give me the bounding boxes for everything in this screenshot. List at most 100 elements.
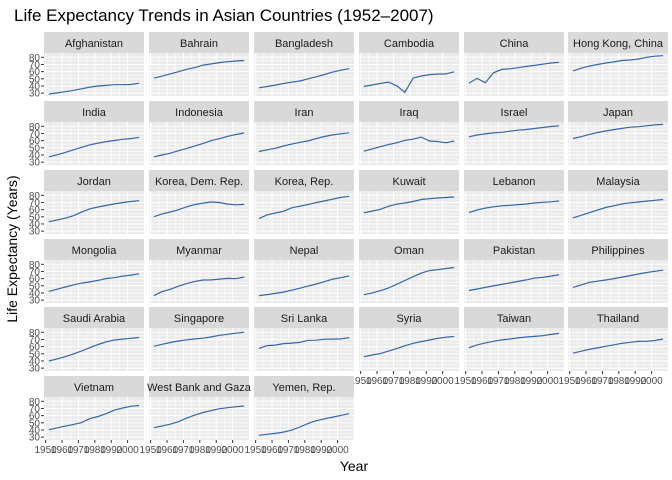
- y-tick-label: 40: [29, 81, 41, 92]
- facet-title: Israel: [501, 107, 528, 119]
- x-tick-label: 2000: [536, 376, 559, 387]
- series-line: [363, 71, 455, 94]
- y-tick-label: 60: [29, 136, 41, 147]
- facet-israel: Israel: [464, 101, 564, 165]
- series-line: [572, 198, 664, 219]
- facet-strip: [568, 32, 668, 53]
- facet-strip: [359, 170, 459, 191]
- facet-myanmar: Myanmar: [149, 239, 249, 303]
- facet-iraq: Iraq: [359, 101, 459, 165]
- y-tick-label: 50: [29, 143, 41, 154]
- x-tick-label: 1960: [156, 445, 179, 456]
- y-tick-label: 60: [29, 67, 41, 78]
- y-tick-label: 80: [29, 53, 41, 64]
- facet-title: Pakistan: [493, 245, 535, 257]
- facet-strip: [464, 170, 564, 191]
- y-tick-label: 60: [29, 205, 41, 216]
- series-line: [48, 200, 140, 223]
- y-tick-label: 70: [29, 60, 41, 71]
- facet-singapore: Singapore: [149, 307, 249, 371]
- y-tick-label: 70: [29, 198, 41, 209]
- facet-title: Syria: [396, 313, 422, 325]
- y-tick-label: 80: [29, 122, 41, 133]
- facet-strip: [568, 170, 668, 191]
- y-tick-label: 40: [29, 219, 41, 230]
- facet-title: Vietnam: [74, 382, 114, 394]
- x-axis-title: Year: [340, 458, 369, 474]
- x-tick-label: 1990: [100, 445, 123, 456]
- x-tick-label: 1980: [84, 445, 107, 456]
- series-line: [258, 195, 350, 220]
- series-line: [258, 337, 350, 349]
- facet-strip: [464, 307, 564, 328]
- x-tick-label: 1990: [415, 376, 438, 387]
- facet-title: West Bank and Gaza: [147, 382, 252, 394]
- series-line: [572, 269, 664, 288]
- x-tick-label: 2000: [326, 445, 349, 456]
- series-line: [153, 132, 245, 158]
- series-line: [258, 132, 350, 153]
- facet-strip: [359, 101, 459, 122]
- x-tick-label: 1980: [189, 445, 212, 456]
- series-line: [468, 274, 560, 292]
- facet-strip: [149, 376, 249, 397]
- facet-strip: [149, 307, 249, 328]
- facet-title: Korea, Dem. Rep.: [155, 176, 243, 188]
- x-tick-label: 1970: [487, 376, 510, 387]
- series-line: [572, 338, 664, 354]
- facet-title: Singapore: [174, 313, 224, 325]
- facet-title: Philippines: [591, 245, 645, 257]
- facet-sri-lanka: Sri Lanka: [254, 307, 354, 371]
- facet-strip: [568, 307, 668, 328]
- x-tick-label: 1950: [455, 376, 478, 387]
- facet-oman: Oman: [359, 239, 459, 303]
- facet-title: Myanmar: [176, 245, 222, 257]
- x-tick-label: 2000: [640, 376, 663, 387]
- facet-indonesia: Indonesia: [149, 101, 249, 165]
- series-line: [572, 123, 664, 140]
- series-line: [468, 200, 560, 214]
- facet-strip: [568, 239, 668, 260]
- facet-strip: [254, 101, 354, 122]
- y-tick-label: 30: [29, 364, 41, 375]
- facet-strip: [149, 239, 249, 260]
- y-tick-label: 30: [29, 433, 41, 444]
- facet-strip: [44, 32, 144, 53]
- x-tick-label: 1950: [35, 445, 58, 456]
- x-tick-label: 1960: [471, 376, 494, 387]
- facet-title: Kuwait: [392, 176, 425, 188]
- chart-title: Life Expectancy Trends in Asian Countrie…: [14, 6, 434, 25]
- facet-title: India: [82, 107, 107, 119]
- facet-title: Mongolia: [72, 245, 118, 257]
- x-tick-label: 1960: [575, 376, 598, 387]
- facet-strip: [254, 170, 354, 191]
- facet-title: Bahrain: [180, 38, 218, 50]
- x-tick-label: 1980: [504, 376, 527, 387]
- series-line: [363, 335, 455, 358]
- facet-strip: [149, 170, 249, 191]
- facet-title: Afghanistan: [65, 38, 123, 50]
- series-line: [572, 55, 664, 72]
- series-line: [258, 68, 350, 89]
- facet-strip: [359, 307, 459, 328]
- facet-hong-kong-china: Hong Kong, China: [568, 32, 668, 96]
- series-line: [48, 336, 140, 362]
- y-tick-label: 60: [29, 274, 41, 285]
- facet-title: Thailand: [597, 313, 639, 325]
- facet-title: Iran: [295, 107, 314, 119]
- facet-title: Japan: [603, 107, 633, 119]
- x-tick-label: 2000: [431, 376, 454, 387]
- y-tick-label: 40: [29, 356, 41, 367]
- series-line: [468, 332, 560, 349]
- y-tick-label: 80: [29, 260, 41, 271]
- facet-title: Iraq: [400, 107, 419, 119]
- x-tick-label: 2000: [116, 445, 139, 456]
- series-line: [153, 405, 245, 429]
- x-tick-label: 1950: [140, 445, 163, 456]
- facet-title: China: [500, 38, 530, 50]
- facet-title: Sri Lanka: [281, 313, 328, 325]
